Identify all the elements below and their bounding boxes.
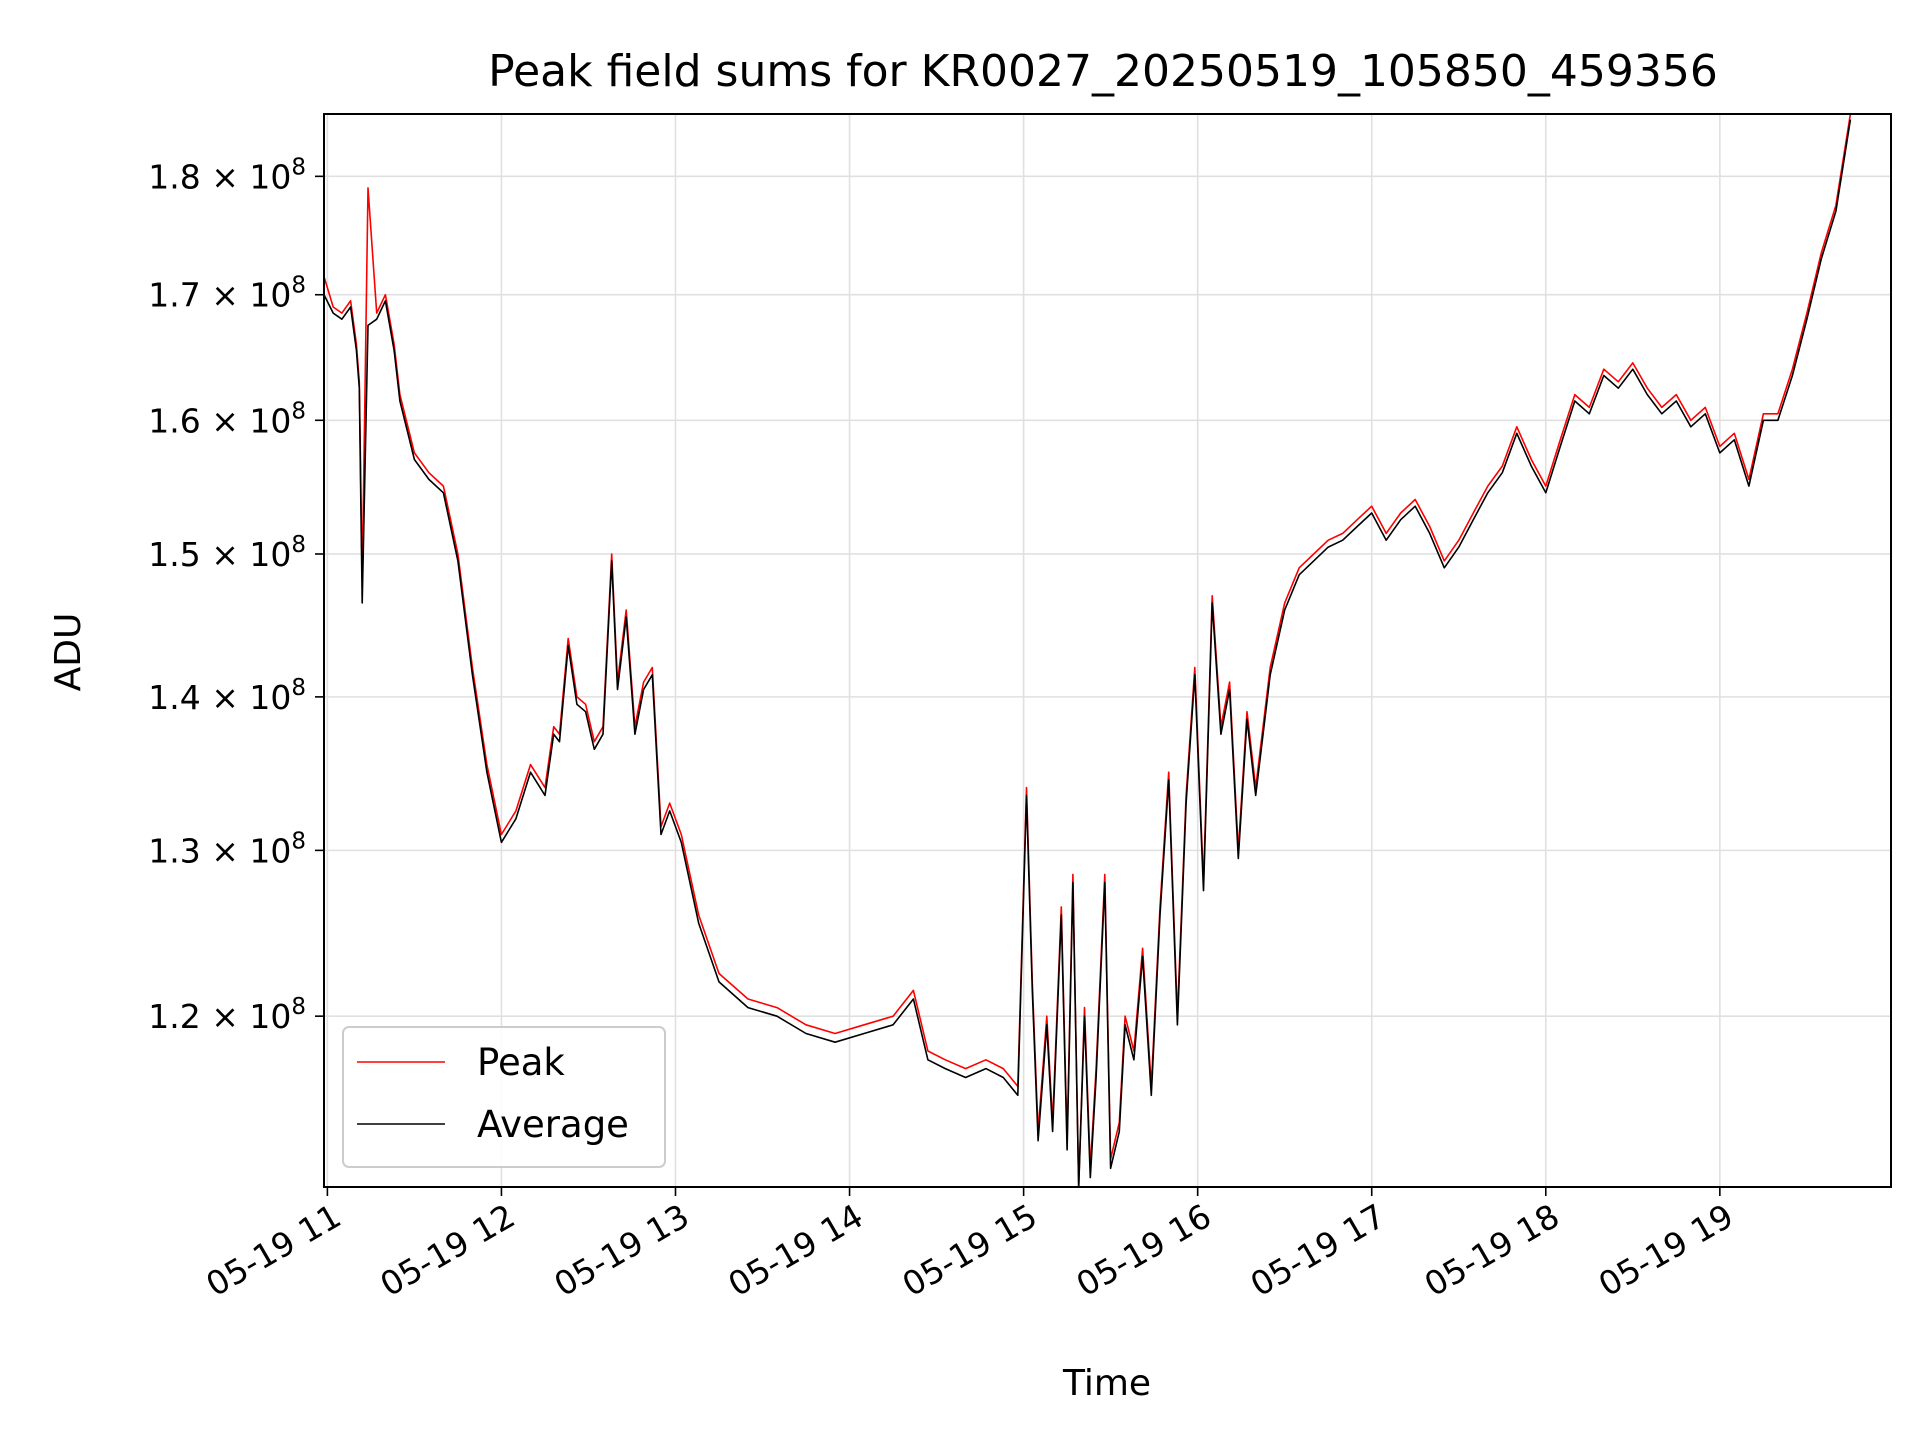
- y-tick-mantissa: 1.5: [148, 535, 200, 574]
- y-tick-base: 10: [249, 831, 291, 870]
- y-tick-label: 1.6 × 108: [148, 398, 306, 440]
- y-tick-exponent: 8: [291, 532, 306, 558]
- y-tick-exponent: 8: [291, 273, 306, 299]
- y-tick-exponent: 8: [291, 675, 306, 701]
- y-tick-base: 10: [249, 535, 291, 574]
- y-axis-label: ADU: [48, 613, 89, 692]
- y-axis-ticks: 1.2 × 108 1.3 × 108 1.4 × 108 1.5 × 108 1.6 …: [148, 154, 324, 1036]
- series-line-peak: [324, 114, 1852, 1187]
- y-tick-exponent: 8: [291, 154, 306, 180]
- y-tick-exponent: 8: [291, 398, 306, 424]
- legend: Peak Average: [342, 1026, 666, 1168]
- y-tick-label: 1.8 × 108: [148, 154, 306, 196]
- y-tick-mantissa: 1.3: [148, 831, 200, 870]
- y-tick-label: 1.2 × 108: [148, 994, 306, 1036]
- y-tick-mantissa: 1.4: [148, 678, 200, 717]
- y-tick-label: 1.4 × 108: [148, 675, 306, 717]
- y-tick-mantissa: 1.6: [148, 401, 200, 440]
- x-axis-label: Time: [1062, 1363, 1151, 1404]
- y-tick-base: 10: [249, 157, 291, 196]
- series-line-average: [324, 119, 1852, 1187]
- series-layer: [324, 114, 1852, 1187]
- y-tick-base: 10: [249, 678, 291, 717]
- y-tick-label: 1.7 × 108: [148, 273, 306, 315]
- y-tick-label: 1.5 × 108: [148, 532, 306, 574]
- y-tick-label: 1.3 × 108: [148, 828, 306, 870]
- y-tick-mantissa: 1.2: [148, 997, 200, 1036]
- y-tick-base: 10: [249, 997, 291, 1036]
- legend-label-average: Average: [477, 1103, 629, 1146]
- y-tick-exponent: 8: [291, 994, 306, 1020]
- plot-area-frame: [323, 113, 1892, 1188]
- y-tick-mantissa: 1.8: [148, 157, 200, 196]
- legend-label-peak: Peak: [477, 1041, 565, 1084]
- y-tick-exponent: 8: [291, 828, 306, 854]
- chart-title: Peak field sums for KR0027_20250519_1058…: [488, 46, 1718, 97]
- y-tick-mantissa: 1.7: [148, 276, 200, 315]
- y-tick-base: 10: [249, 401, 291, 440]
- y-tick-base: 10: [249, 276, 291, 315]
